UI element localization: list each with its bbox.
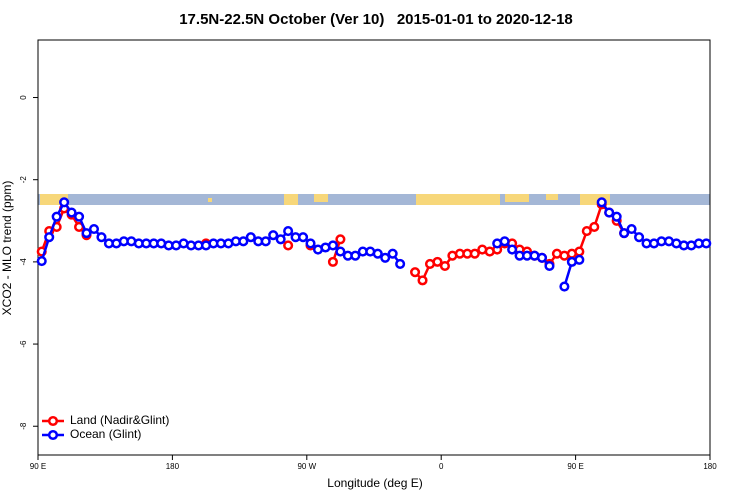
point [701,238,712,249]
y-tick-label: 0 [19,95,28,100]
point [51,211,62,222]
map-strip [38,194,710,205]
legend-label: Land (Nadir&Glint) [70,413,169,427]
y-axis-label: XCO2 - MLO trend (ppm) [0,181,14,316]
point [417,275,428,286]
point [372,248,383,259]
point [439,260,450,272]
point [387,248,398,259]
point [432,256,443,267]
point [335,234,346,245]
chart-title: 17.5N-22.5N October (Ver 10) 2015-01-01 … [179,11,573,28]
point [327,240,338,251]
legend-swatch [47,415,59,427]
point [626,223,637,235]
point [36,256,47,267]
point [283,240,294,251]
point [268,230,279,241]
x-tick-label: 180 [703,462,717,471]
point [88,223,100,235]
y-tick-label: -6 [19,340,28,348]
x-tick-label: 90 W [297,462,316,471]
point [395,258,406,269]
y-tick-label: -2 [19,176,28,184]
point [507,244,518,255]
point [536,252,548,263]
point [634,232,645,243]
point [96,232,107,243]
point [350,250,361,261]
point [574,254,585,265]
point [305,238,316,249]
legend-label: Ocean (Glint) [70,427,141,441]
plot-frame [37,39,711,456]
point [574,246,585,257]
point [581,226,592,237]
point [81,228,92,239]
point [469,248,480,259]
point [260,236,271,247]
point [275,234,286,245]
x-axis-label: Longitude (deg E) [327,476,422,490]
point [245,232,256,243]
point [327,256,338,267]
point [44,232,55,243]
point [66,207,77,218]
y-tick-label: -8 [19,422,28,430]
point [59,197,70,208]
point [589,221,600,233]
point [74,211,85,222]
point [604,207,615,218]
x-tick-label: 90 E [30,462,46,471]
legend-swatch [47,429,59,441]
point [298,232,309,243]
point [544,260,555,272]
point [410,267,421,278]
point [559,281,570,292]
point [238,236,249,247]
x-tick-label: 180 [166,462,180,471]
y-tick-label: -4 [19,258,28,266]
x-tick-label: 0 [439,462,444,471]
point [596,197,607,208]
x-tick-label: 90 E [567,462,583,471]
point [283,226,294,237]
point [619,228,630,239]
point [611,211,622,222]
point [499,236,510,247]
point [335,246,346,257]
point [380,252,391,263]
